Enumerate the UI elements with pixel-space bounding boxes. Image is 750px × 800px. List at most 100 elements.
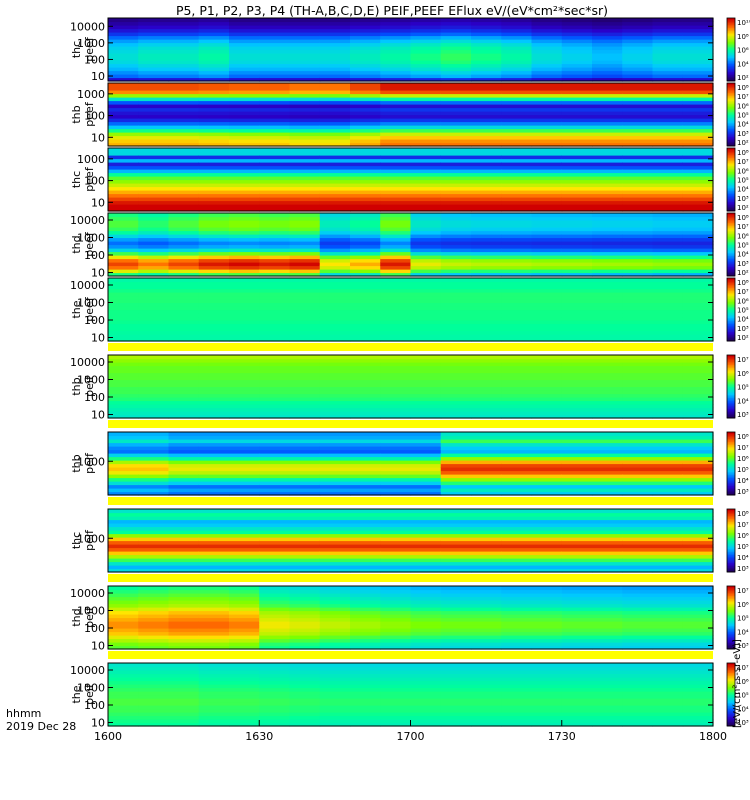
spectrogram-cell xyxy=(561,533,593,538)
colorbar-segment xyxy=(727,188,735,192)
spectrogram-cell xyxy=(440,614,472,619)
spectrogram-cell xyxy=(410,162,442,167)
spectrogram-cell xyxy=(652,155,684,160)
spectrogram-cell xyxy=(380,593,412,598)
spectrogram-cell xyxy=(501,100,533,105)
spectrogram-cell xyxy=(531,719,563,724)
spectrogram-cell xyxy=(440,299,472,304)
spectrogram-cell xyxy=(561,288,593,293)
spectrogram-cell xyxy=(682,223,714,228)
spectrogram-cell xyxy=(501,288,533,293)
x-tick-label: 1730 xyxy=(548,730,576,743)
spectrogram-cell xyxy=(592,642,623,647)
colorbar-tick-label: 10² xyxy=(737,139,749,147)
spectrogram-cell xyxy=(471,183,502,188)
spectrogram-cell xyxy=(380,93,412,98)
spectrogram-cell xyxy=(440,281,472,286)
spectrogram-cell xyxy=(198,642,230,647)
spectrogram-cell xyxy=(561,484,593,489)
spectrogram-cell xyxy=(561,698,593,703)
spectrogram-cell xyxy=(168,491,200,496)
spectrogram-cell xyxy=(259,104,291,109)
spectrogram-cell xyxy=(198,712,230,717)
colorbar-segment xyxy=(727,295,735,298)
spectrogram-cell xyxy=(168,449,200,454)
spectrogram-cell xyxy=(350,400,381,405)
spectrogram-cell xyxy=(471,262,502,267)
spectrogram-cell xyxy=(531,128,563,133)
spectrogram-cell xyxy=(501,306,533,311)
spectrogram-cell xyxy=(561,687,593,692)
colorbar-segment xyxy=(727,359,735,362)
spectrogram-cell xyxy=(138,148,170,153)
spectrogram-cell xyxy=(138,369,170,374)
spectrogram-cell xyxy=(108,125,139,130)
spectrogram-cell xyxy=(622,673,654,678)
spectrogram-cell xyxy=(622,638,654,643)
spectrogram-cell xyxy=(440,362,472,367)
spectrogram-cell xyxy=(380,673,412,678)
spectrogram-cell xyxy=(471,285,502,290)
spectrogram-cell xyxy=(440,35,472,40)
spectrogram-cell xyxy=(138,227,170,232)
spectrogram-cell xyxy=(108,269,139,274)
spectrogram-cell xyxy=(168,537,200,542)
spectrogram-cell xyxy=(350,666,381,671)
spectrogram-cell xyxy=(229,227,260,232)
spectrogram-cell xyxy=(592,309,623,314)
spectrogram-cell xyxy=(108,258,139,263)
spectrogram-cell xyxy=(440,558,472,563)
spectrogram-cell xyxy=(501,74,533,79)
spectrogram-cell xyxy=(138,687,170,692)
spectrogram-cell xyxy=(561,446,593,451)
spectrogram-cell xyxy=(622,698,654,703)
spectrogram-cell xyxy=(592,673,623,678)
spectrogram-cell xyxy=(138,715,170,720)
colorbar-segment xyxy=(727,416,735,419)
spectrogram-cell xyxy=(652,362,684,367)
spectrogram-cell xyxy=(289,272,321,277)
spectrogram-cell xyxy=(198,327,230,332)
spectrogram-cell xyxy=(198,432,230,437)
spectrogram-cell xyxy=(652,484,684,489)
spectrogram-cell xyxy=(229,551,260,556)
spectrogram-cell xyxy=(380,390,412,395)
probe-label: thd xyxy=(70,608,83,626)
spectrogram-cell xyxy=(229,39,260,44)
spectrogram-cell xyxy=(440,255,472,260)
spectrogram-cell xyxy=(259,172,291,177)
colorbar-segment xyxy=(727,231,735,234)
spectrogram-cell xyxy=(622,258,654,263)
colorbar-segment xyxy=(727,24,735,27)
colorbar-segment xyxy=(727,224,735,227)
colorbar-segment xyxy=(727,597,735,600)
spectrogram-cell xyxy=(440,230,472,235)
spectrogram-cell xyxy=(561,334,593,339)
spectrogram-cell xyxy=(531,712,563,717)
spectrogram-cell xyxy=(440,316,472,321)
spectrogram-cell xyxy=(471,715,502,720)
spectrogram-cell xyxy=(501,449,533,454)
colorbar-segment xyxy=(727,460,735,463)
spectrogram-cell xyxy=(440,49,472,54)
spectrogram-cell xyxy=(592,390,623,395)
spectrogram-cell xyxy=(168,53,200,58)
spectrogram-cell xyxy=(198,135,230,140)
spectrogram-cell xyxy=(259,162,291,167)
spectrogram-cell xyxy=(138,397,170,402)
colorbar-segment xyxy=(727,461,735,465)
spectrogram-cell xyxy=(229,28,260,33)
spectrogram-cell xyxy=(440,139,472,144)
spectrogram-cell xyxy=(229,365,260,370)
spectrogram-cell xyxy=(259,673,291,678)
spectrogram-cell xyxy=(561,565,593,570)
spectrogram-cell xyxy=(198,139,230,144)
colorbar-segment xyxy=(727,405,735,408)
spectrogram-cell xyxy=(289,100,321,105)
colorbar-segment xyxy=(727,625,735,628)
spectrogram-cell xyxy=(138,35,170,40)
spectrogram-cell xyxy=(229,183,260,188)
colorbar-segment xyxy=(727,293,735,296)
spectrogram-cell xyxy=(198,83,230,88)
spectrogram-cell xyxy=(501,484,533,489)
